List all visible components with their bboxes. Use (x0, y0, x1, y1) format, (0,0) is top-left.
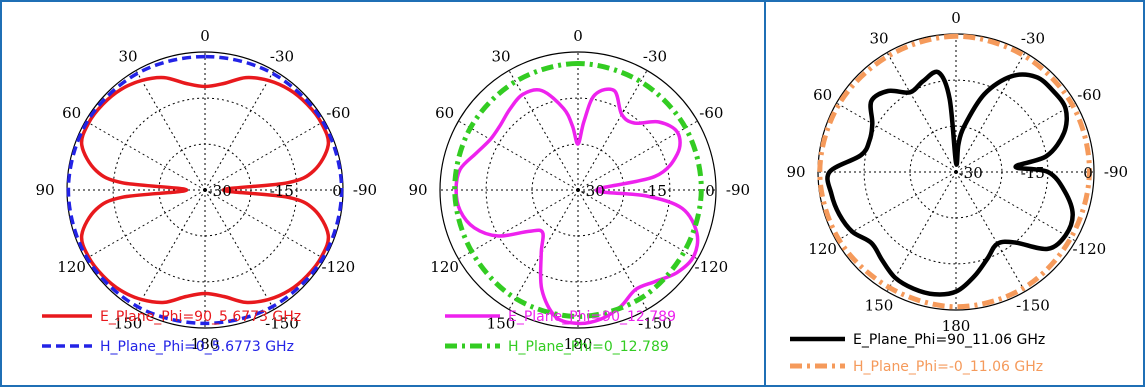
angle-tick-label: 120 (57, 258, 86, 276)
angle-tick-label: -150 (265, 314, 299, 332)
angle-tick-label: 180 (191, 335, 220, 353)
legend-label-2: H_Plane_Phi=0_5.6773 GHz (100, 339, 294, 355)
legend-label-1: E_Plane_Phi=90_5.6773 GHz (100, 309, 301, 325)
ring-tick-label: -30 (208, 182, 232, 200)
polar-chart-3: 0 30 60 90 120 150 180 -150 -120 -90 -60 -30 0 -15 -30… (786, 9, 1128, 375)
grid-spoke (955, 52, 1026, 173)
grid-spoke (836, 102, 957, 173)
series-line-1 (79, 75, 331, 305)
angle-tick-label: -30 (1021, 30, 1045, 48)
grid-spoke (204, 70, 275, 191)
grid-spoke (458, 120, 579, 191)
ring-tick-label: -15 (1021, 164, 1045, 182)
chart-panel-right (764, 0, 1145, 387)
grid-spoke (836, 171, 957, 242)
grid-spoke (886, 52, 957, 173)
polar-chart-1: 0 30 60 90 120 150 180 -150 -120 -90 -60 -30 0 -15 -30… (35, 27, 377, 355)
legend-label-1: E_Plane_Phi=90_12.789 (508, 309, 676, 325)
grid-spoke (577, 189, 648, 310)
grid-spoke (135, 189, 206, 310)
angle-tick-label: 0 (200, 27, 210, 45)
angle-tick-label: 180 (564, 335, 593, 353)
angle-tick-label: 30 (118, 48, 137, 66)
angle-tick-label: 60 (62, 104, 81, 122)
legend-label-2: H_Plane_Phi=0_12.789 (508, 339, 669, 355)
grid-spoke (204, 189, 325, 260)
grid-spoke (577, 70, 648, 191)
angle-tick-label: -150 (1016, 296, 1050, 314)
grid-spoke (508, 189, 579, 310)
grid-spoke (577, 189, 698, 260)
ring-tick-label: -15 (270, 182, 294, 200)
grid-spoke (204, 120, 325, 191)
angle-tick-label: -30 (270, 48, 294, 66)
grid-spoke (955, 171, 1026, 292)
angle-tick-label: 90 (35, 181, 54, 199)
angle-tick-label: -120 (695, 258, 729, 276)
ring-tick-label: -30 (959, 164, 983, 182)
polar-chart-2: 0 30 60 90 120 150 180 -150 -120 -90 -60 -30 0 -15 -30… (408, 27, 750, 355)
series-line-2 (817, 33, 1092, 310)
angle-tick-label: -150 (638, 314, 672, 332)
angle-tick-label: 60 (435, 104, 454, 122)
ring-tick-label: -30 (581, 182, 605, 200)
angle-tick-label: 180 (942, 317, 971, 335)
angle-tick-label: 0 (573, 27, 583, 45)
ring-tick-label: 0 (705, 182, 715, 200)
angle-tick-label: 30 (491, 48, 510, 66)
angle-tick-label: -120 (1073, 240, 1107, 258)
ring-tick-label: 0 (332, 182, 342, 200)
grid-spoke (955, 102, 1076, 173)
series-line-1 (825, 69, 1075, 297)
angle-tick-label: 90 (786, 163, 805, 181)
angle-tick-label: 150 (865, 296, 894, 314)
ring-tick-label: -15 (643, 182, 667, 200)
angle-tick-label: 120 (808, 240, 837, 258)
grid-spoke (204, 189, 275, 310)
angle-tick-label: 0 (951, 9, 961, 27)
angle-tick-label: 90 (408, 181, 427, 199)
grid-spoke (508, 70, 579, 191)
series-line-1 (454, 87, 700, 326)
grid-spoke (85, 120, 206, 191)
angle-tick-label: 60 (813, 86, 832, 104)
legend-label-1: E_Plane_Phi=90_11.06 GHz (853, 332, 1045, 348)
angle-tick-label: -90 (1104, 163, 1128, 181)
angle-tick-label: -90 (353, 181, 377, 199)
angle-tick-label: 120 (430, 258, 459, 276)
angle-tick-label: 30 (869, 30, 888, 48)
grid-spoke (85, 189, 206, 260)
outer-ring (439, 51, 717, 329)
angle-tick-label: -60 (699, 104, 723, 122)
legend-label-2: H_Plane_Phi=-0_11.06 GHz (853, 359, 1043, 375)
grid-spoke (458, 189, 579, 260)
angle-tick-label: -90 (726, 181, 750, 199)
grid-spoke (135, 70, 206, 191)
angle-tick-label: -120 (322, 258, 356, 276)
angle-tick-label: -30 (643, 48, 667, 66)
series-line-2 (66, 54, 344, 326)
grid-spoke (886, 171, 957, 292)
angle-tick-label: 150 (114, 314, 143, 332)
angle-tick-label: 150 (487, 314, 516, 332)
angle-tick-label: -60 (326, 104, 350, 122)
angle-tick-label: -60 (1077, 86, 1101, 104)
ring-tick-label: 0 (1083, 164, 1093, 182)
series-line-2 (452, 61, 704, 319)
